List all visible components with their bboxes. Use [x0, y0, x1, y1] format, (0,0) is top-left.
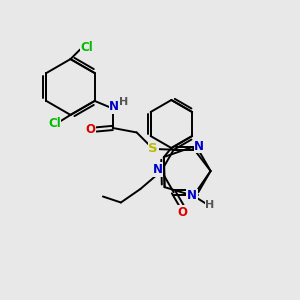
Text: Cl: Cl [48, 117, 61, 130]
Text: N: N [194, 140, 204, 153]
Text: N: N [109, 100, 119, 113]
Text: N: N [109, 100, 119, 113]
Text: O: O [178, 206, 188, 219]
Text: H: H [119, 98, 129, 107]
Text: N: N [153, 163, 163, 176]
Text: H: H [119, 98, 129, 107]
Text: S: S [148, 142, 158, 155]
Text: N: N [187, 189, 197, 202]
Text: H: H [205, 200, 214, 210]
Text: O: O [85, 123, 95, 136]
Text: Cl: Cl [80, 40, 93, 54]
Text: Cl: Cl [80, 40, 93, 54]
Text: Cl: Cl [48, 117, 61, 130]
Text: O: O [85, 123, 95, 136]
Text: N: N [194, 140, 204, 153]
Text: N: N [153, 163, 163, 176]
Text: N: N [187, 189, 197, 202]
Text: S: S [148, 142, 158, 155]
Text: H: H [205, 200, 214, 210]
Text: O: O [178, 206, 188, 219]
